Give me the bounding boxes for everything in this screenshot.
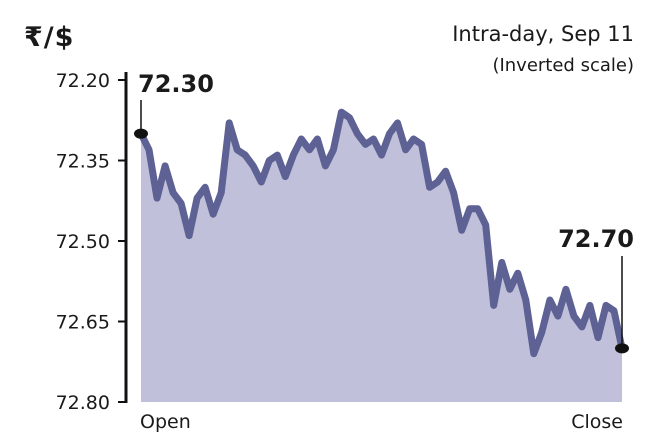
unit-label: ₹/$ xyxy=(24,22,75,53)
close-annotation: 72.70 xyxy=(558,225,634,253)
y-tick-label: 72.80 xyxy=(56,392,110,414)
y-tick-label: 72.50 xyxy=(56,231,110,253)
x-tick-close: Close xyxy=(571,411,623,433)
series-line xyxy=(137,108,626,358)
y-tick-label: 72.65 xyxy=(56,312,110,334)
chart-title: Intra-day, Sep 11 xyxy=(452,22,634,46)
open-marker xyxy=(134,128,148,139)
y-tick-label: 72.20 xyxy=(56,70,110,92)
chart-subtitle: (Inverted scale) xyxy=(492,55,634,76)
open-annotation: 72.30 xyxy=(138,70,214,98)
close-marker xyxy=(615,343,629,354)
x-tick-open: Open xyxy=(140,411,191,433)
y-tick-label: 72.35 xyxy=(56,151,110,173)
